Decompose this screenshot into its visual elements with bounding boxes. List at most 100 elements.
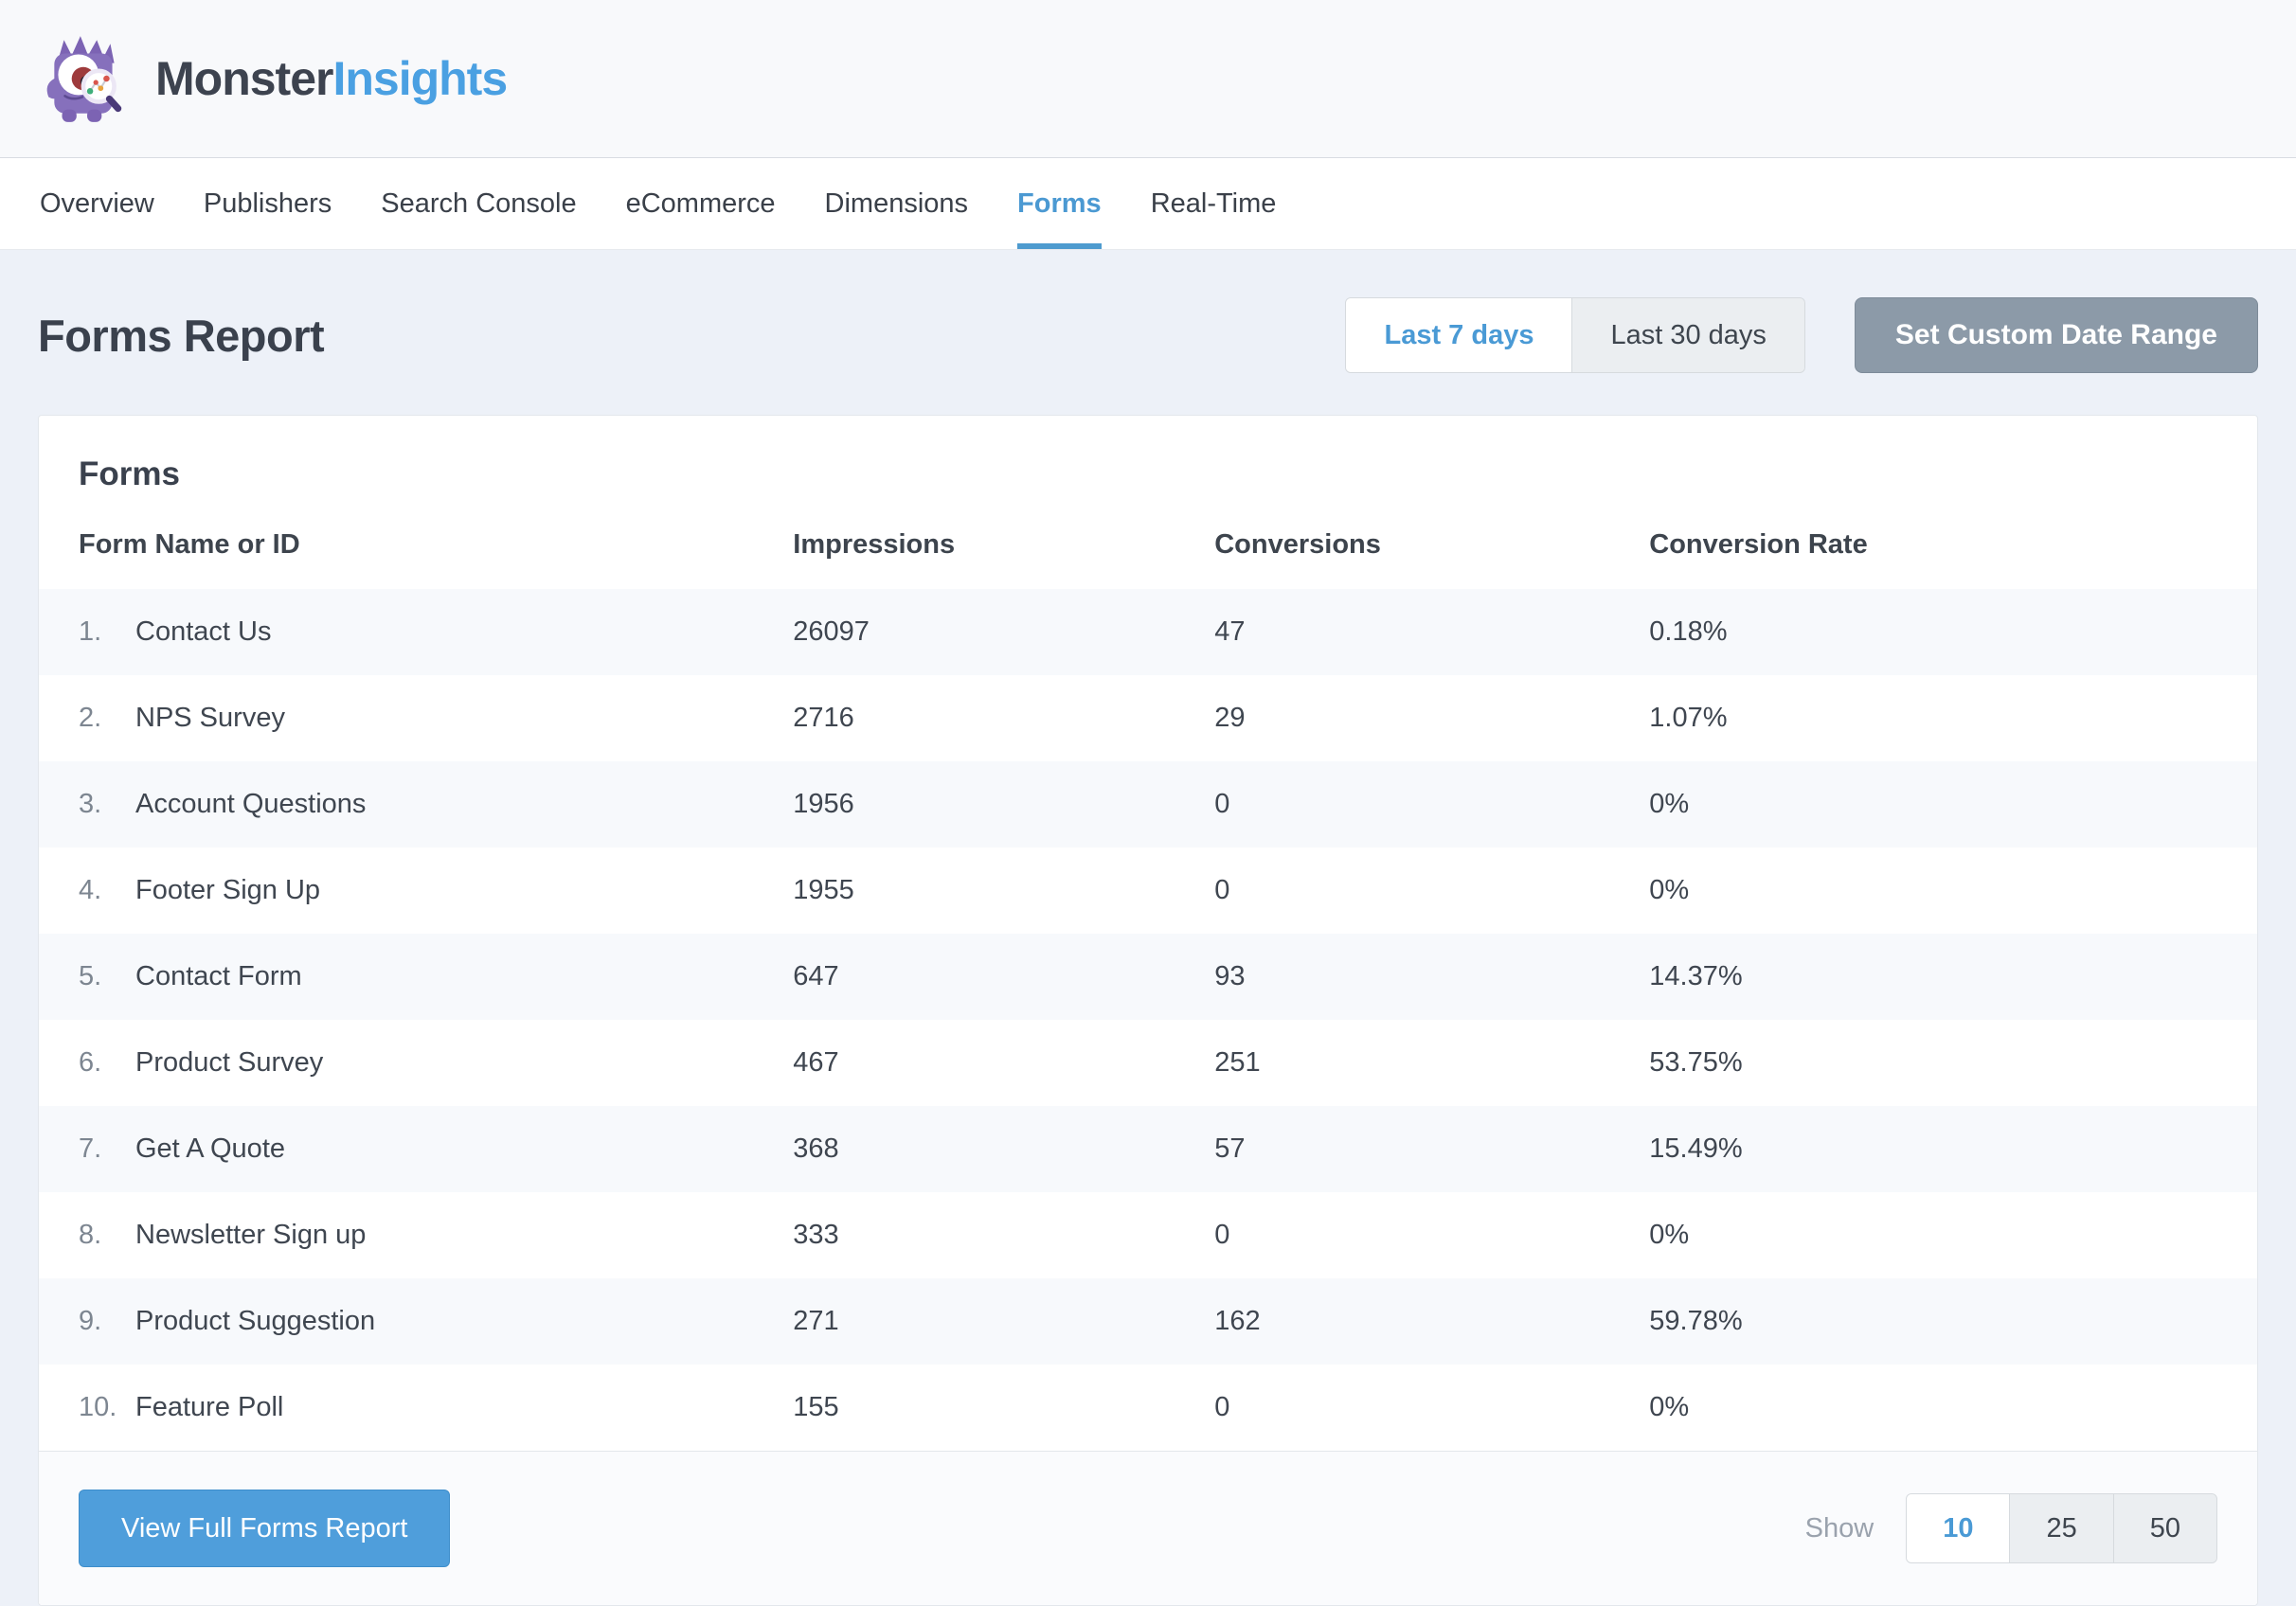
conversion-rate-cell: 0% [1649, 1392, 1690, 1422]
table-row: 7. Get A Quote 368 57 15.49% [39, 1106, 2257, 1192]
form-name: Feature Poll [135, 1392, 284, 1422]
form-name: Footer Sign Up [135, 875, 321, 905]
column-header-conversions: Conversions [1214, 529, 1381, 560]
row-rank: 8. [79, 1220, 102, 1250]
app-header: MonsterInsights [0, 0, 2296, 158]
form-name: Newsletter Sign up [135, 1220, 367, 1250]
form-name-cell: 4. Footer Sign Up [39, 848, 793, 934]
set-custom-date-range-button[interactable]: Set Custom Date Range [1854, 297, 2258, 373]
conversion-rate-cell: 0% [1649, 789, 1690, 819]
conversions-cell: 162 [1214, 1306, 1261, 1336]
conversion-rate-cell: 0% [1649, 875, 1690, 905]
column-header-impressions: Impressions [793, 529, 956, 560]
column-header-form-name-or-id: Form Name or ID [79, 529, 300, 560]
page-size-option-10[interactable]: 10 [1907, 1494, 2010, 1562]
brand-name-secondary: Insights [332, 52, 508, 105]
card-title: Forms [79, 455, 180, 492]
form-name-cell: 8. Newsletter Sign up [39, 1192, 793, 1278]
form-name-cell: 10. Feature Poll [39, 1365, 793, 1451]
table-row: 3. Account Questions 1956 0 0% [39, 761, 2257, 848]
row-rank: 4. [79, 875, 102, 905]
form-name-cell: 5. Contact Form [39, 934, 793, 1020]
impressions-cell: 647 [793, 961, 839, 991]
form-name-cell: 6. Product Survey [39, 1020, 793, 1106]
form-name: Contact Us [135, 616, 272, 647]
form-name-cell: 1. Contact Us [39, 589, 793, 675]
form-name-cell: 9. Product Suggestion [39, 1278, 793, 1365]
table-row: 4. Footer Sign Up 1955 0 0% [39, 848, 2257, 934]
form-name-cell: 3. Account Questions [39, 761, 793, 848]
conversions-cell: 93 [1214, 961, 1246, 991]
conversion-rate-cell: 59.78% [1649, 1306, 1743, 1336]
conversion-rate-cell: 15.49% [1649, 1133, 1743, 1164]
conversion-rate-cell: 14.37% [1649, 961, 1743, 991]
impressions-cell: 155 [793, 1392, 839, 1422]
conversions-cell: 0 [1214, 1392, 1230, 1422]
impressions-cell: 271 [793, 1306, 839, 1336]
row-rank: 9. [79, 1306, 102, 1336]
table-row: 9. Product Suggestion 271 162 59.78% [39, 1278, 2257, 1365]
show-controls: Show 10 25 50 [1805, 1493, 2217, 1563]
nav-item-publishers[interactable]: Publishers [203, 187, 332, 219]
table-row: 1. Contact Us 26097 47 0.18% [39, 589, 2257, 675]
conversions-cell: 57 [1214, 1133, 1246, 1164]
conversion-rate-cell: 53.75% [1649, 1047, 1743, 1078]
nav-item-ecommerce[interactable]: eCommerce [625, 187, 776, 219]
form-name: Product Survey [135, 1047, 324, 1078]
nav-item-dimensions[interactable]: Dimensions [824, 187, 969, 219]
form-name-cell: 7. Get A Quote [39, 1106, 793, 1192]
table-row: 5. Contact Form 647 93 14.37% [39, 934, 2257, 1020]
nav-item-overview[interactable]: Overview [40, 187, 154, 219]
form-name: Product Suggestion [135, 1306, 376, 1336]
row-rank: 10. [79, 1392, 117, 1422]
page-size-option-25[interactable]: 25 [2009, 1494, 2113, 1562]
show-label: Show [1804, 1512, 1874, 1544]
form-name-cell: 2. NPS Survey [39, 675, 793, 761]
row-rank: 7. [79, 1133, 102, 1164]
form-name: Contact Form [135, 961, 302, 991]
date-range-toggle: Last 7 days Last 30 days [1345, 297, 1805, 373]
impressions-cell: 467 [793, 1047, 839, 1078]
primary-nav: Overview Publishers Search Console eCommerc… [0, 158, 2296, 250]
date-range-option-last-30-days[interactable]: Last 30 days [1571, 298, 1804, 372]
conversions-cell: 0 [1214, 875, 1230, 905]
form-name: Get A Quote [135, 1133, 285, 1164]
table-body: 1. Contact Us 26097 47 0.18% 2. NPS Survey 2716… [39, 589, 2257, 1451]
page-title: Forms Report [38, 310, 325, 361]
table-row: 2. NPS Survey 2716 29 1.07% [39, 675, 2257, 761]
nav-item-real-time[interactable]: Real-Time [1150, 187, 1277, 219]
table-row: 8. Newsletter Sign up 333 0 0% [39, 1192, 2257, 1278]
nav-item-forms[interactable]: Forms [1017, 158, 1102, 249]
monsterinsights-mascot-icon [46, 36, 122, 122]
title-row: Forms Report Last 7 days Last 30 days Set… [38, 250, 2258, 373]
brand-name-primary: Monster [155, 52, 333, 105]
conversions-cell: 251 [1214, 1047, 1261, 1078]
impressions-cell: 26097 [793, 616, 870, 647]
brand-wordmark: MonsterInsights [155, 51, 508, 106]
row-rank: 6. [79, 1047, 102, 1078]
table-row: 10. Feature Poll 155 0 0% [39, 1365, 2257, 1451]
forms-card: Forms Form Name or ID Impressions Conversi… [38, 415, 2258, 1606]
conversions-cell: 0 [1214, 789, 1230, 819]
page-size-option-50[interactable]: 50 [2112, 1494, 2216, 1562]
impressions-cell: 1955 [793, 875, 854, 905]
date-range-option-last-7-days[interactable]: Last 7 days [1346, 298, 1572, 372]
form-name: Account Questions [135, 789, 367, 819]
page-size-toggle: 10 25 50 [1906, 1493, 2217, 1563]
row-rank: 5. [79, 961, 102, 991]
conversions-cell: 47 [1214, 616, 1246, 647]
view-full-forms-report-button[interactable]: View Full Forms Report [79, 1490, 451, 1567]
forms-table: Form Name or ID Impressions Conversions Con… [39, 510, 2257, 1451]
column-header-conversion-rate: Conversion Rate [1649, 529, 1868, 560]
brand-logo[interactable]: MonsterInsights [38, 30, 508, 127]
conversion-rate-cell: 1.07% [1649, 703, 1728, 733]
table-header-row: Form Name or ID Impressions Conversions Con… [39, 510, 2257, 589]
impressions-cell: 333 [793, 1220, 839, 1250]
row-rank: 2. [79, 703, 102, 733]
impressions-cell: 368 [793, 1133, 839, 1164]
conversion-rate-cell: 0.18% [1649, 616, 1728, 647]
main-content: Forms Report Last 7 days Last 30 days Set… [0, 250, 2296, 1606]
nav-item-search-console[interactable]: Search Console [381, 187, 577, 219]
conversions-cell: 0 [1214, 1220, 1230, 1250]
